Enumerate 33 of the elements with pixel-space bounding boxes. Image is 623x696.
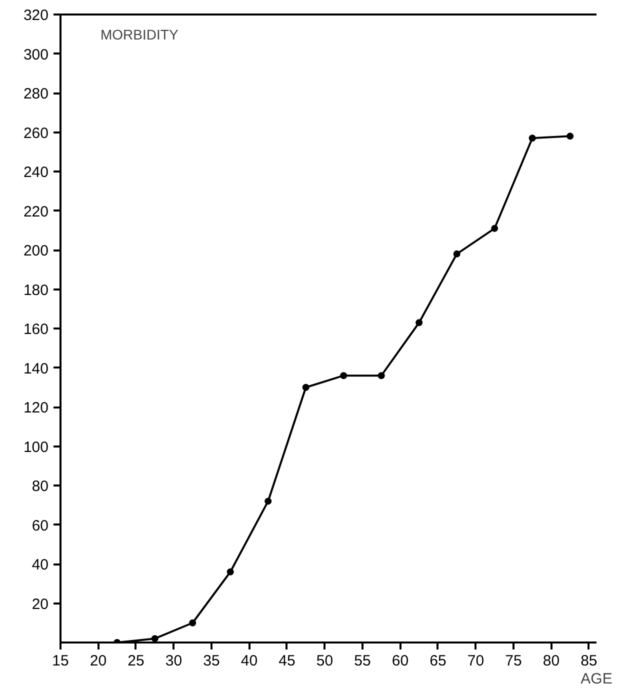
x-tick-label: 30 <box>165 652 182 670</box>
y-tick-label: 200 <box>23 242 49 260</box>
y-tick-label: 220 <box>23 203 49 220</box>
y-axis-title: MORBIDITY <box>100 26 179 42</box>
y-tick-label: 140 <box>23 360 49 378</box>
x-tick-label: 65 <box>430 652 446 670</box>
x-tick-label: 35 <box>203 652 220 670</box>
x-tick-label: 25 <box>128 652 144 670</box>
y-tick-label: 80 <box>32 478 49 495</box>
x-tick-label: 50 <box>316 652 334 670</box>
y-tick-label: 60 <box>32 517 49 534</box>
x-tick-label: 55 <box>354 652 371 670</box>
y-tick-label: 160 <box>23 321 49 338</box>
x-tick-label: 45 <box>278 652 296 670</box>
y-tick-label: 40 <box>32 556 49 574</box>
y-tick-label: 280 <box>23 86 49 102</box>
y-tick-label: 180 <box>23 282 49 299</box>
x-tick-label: 20 <box>90 652 107 670</box>
y-tick-label: 20 <box>32 596 49 613</box>
x-tick-label: 15 <box>52 652 69 670</box>
x-tick-label: 40 <box>240 652 258 670</box>
y-tick-label: 320 <box>23 7 49 24</box>
y-tick-label: 260 <box>23 124 49 142</box>
y-tick-label: 120 <box>23 400 49 416</box>
x-tick-label: 80 <box>542 652 560 670</box>
y-tick-label: 300 <box>23 46 49 64</box>
x-axis-title: AGE <box>580 670 612 688</box>
x-tick-label: 70 <box>467 652 484 670</box>
y-tick-label: 100 <box>23 438 49 456</box>
y-tick-label: 240 <box>23 164 49 181</box>
x-tick-label: 75 <box>505 652 522 670</box>
x-tick-label: 85 <box>580 652 598 670</box>
x-tick-label: 60 <box>392 652 409 670</box>
